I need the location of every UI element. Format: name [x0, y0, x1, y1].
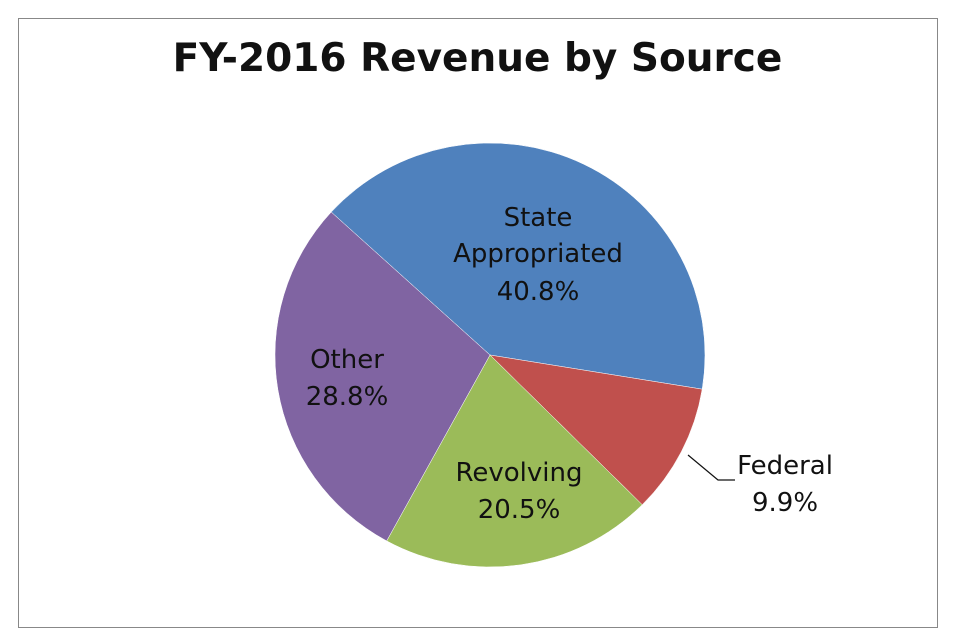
pie-slice — [386, 354, 643, 568]
slice-label: Other — [310, 345, 384, 375]
chart-title: FY-2016 Revenue by Source — [172, 36, 783, 81]
slice-value: 20.5% — [477, 495, 561, 525]
slice-value: 9.9% — [751, 488, 819, 518]
slice-label: Federal — [737, 451, 833, 481]
leader-line — [687, 454, 735, 481]
slice-label: State Appropriated — [453, 203, 623, 269]
pie-area — [274, 142, 735, 568]
chart: FY-2016 Revenue by Source State Appropri… — [18, 18, 938, 628]
pie-slice — [489, 354, 703, 506]
slice-label: Revolving — [455, 458, 583, 488]
pie-slice — [330, 142, 706, 390]
slice-value: 40.8% — [496, 277, 580, 307]
pie-slice — [274, 211, 491, 542]
slice-value: 28.8% — [305, 382, 389, 412]
